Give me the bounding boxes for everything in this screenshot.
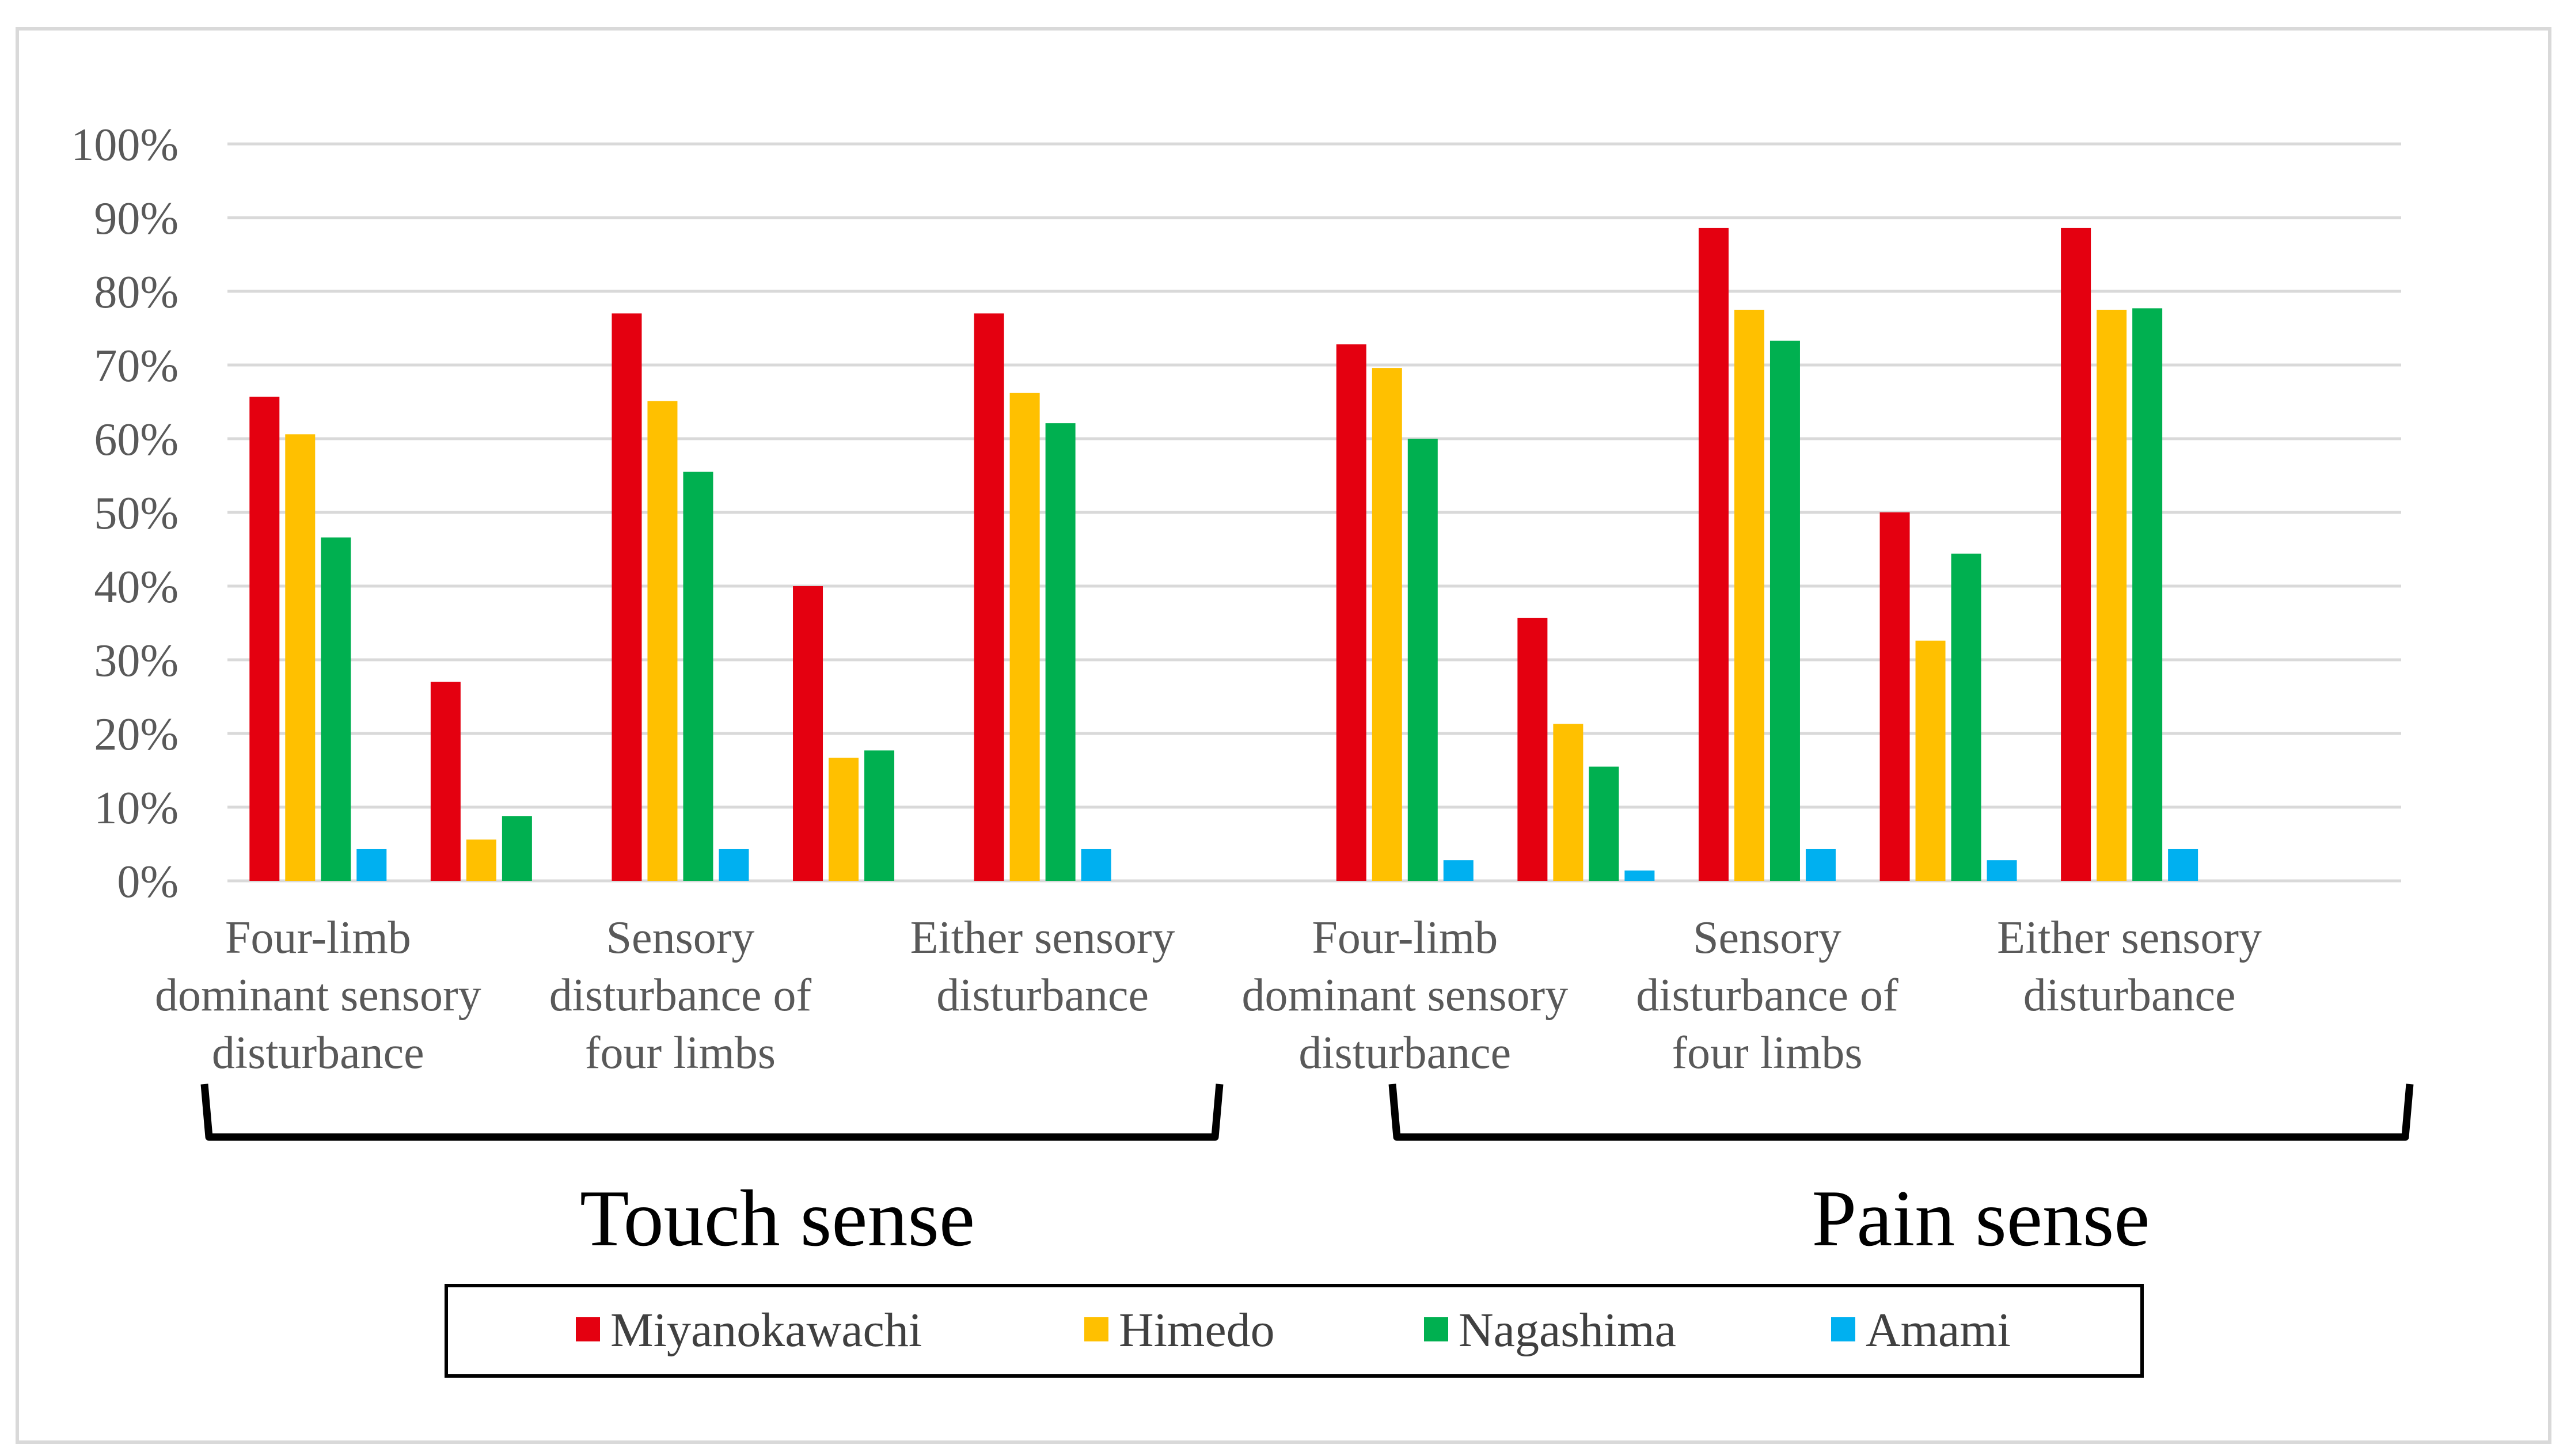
- bar-miyanokawachi: [793, 586, 823, 881]
- category-label: disturbance of: [549, 970, 812, 1021]
- group-label: Pain sense: [1812, 1174, 2150, 1263]
- category-label: Either sensory: [1997, 913, 2262, 963]
- legend-swatch: [1424, 1317, 1448, 1341]
- category-label: Either sensory: [910, 913, 1175, 963]
- category-label: disturbance: [936, 970, 1149, 1021]
- bar-miyanokawachi: [612, 313, 642, 881]
- group-label: Touch sense: [580, 1174, 975, 1263]
- bar-amami: [1443, 860, 1474, 881]
- category-label: dominant sensory: [1241, 970, 1568, 1021]
- y-tick-label: 20%: [94, 709, 179, 760]
- category-label: disturbance: [212, 1028, 424, 1078]
- y-tick-label: 70%: [94, 341, 179, 391]
- legend-box: [445, 1284, 2144, 1378]
- bar-nagashima: [1407, 439, 1438, 881]
- y-tick-label: 60%: [94, 415, 179, 465]
- bar-miyanokawachi: [1879, 512, 1910, 881]
- y-tick-label: 30%: [94, 636, 179, 686]
- bar-himedo: [1915, 640, 1946, 881]
- y-tick-label: 10%: [94, 783, 179, 834]
- bar-nagashima: [502, 816, 532, 881]
- bar-nagashima: [864, 750, 895, 881]
- category-label: Four-limb: [225, 913, 411, 963]
- gridlines: [227, 142, 2401, 883]
- y-tick-label: 100%: [71, 120, 179, 170]
- bar-nagashima: [2132, 308, 2163, 881]
- legend-swatch: [1831, 1317, 1855, 1341]
- category-label: dominant sensory: [155, 970, 481, 1021]
- bar-miyanokawachi: [974, 313, 1004, 881]
- bar-himedo: [829, 758, 859, 881]
- bar-amami: [1987, 860, 2017, 881]
- bar-miyanokawachi: [2061, 227, 2091, 881]
- category-label: disturbance of: [1636, 970, 1898, 1021]
- group-brackets: Touch sense Pain sense: [200, 1084, 2414, 1263]
- bar-nagashima: [1951, 553, 1981, 881]
- y-tick-label: 0%: [117, 857, 179, 907]
- category-label: disturbance: [2023, 970, 2236, 1021]
- legend: Miyanokawachi Himedo Nagashima Amami: [445, 1284, 2144, 1378]
- legend-label: Amami: [1866, 1303, 2011, 1357]
- category-label: Sensory: [1693, 913, 1841, 963]
- bars: [249, 227, 2198, 881]
- y-axis-ticks: 0% 10% 20% 30% 40% 50% 60% 70% 80% 90% 100%: [71, 120, 179, 907]
- legend-swatch: [576, 1317, 600, 1341]
- bar-miyanokawachi: [1698, 227, 1729, 881]
- bar-himedo: [1734, 310, 1764, 881]
- category-label: four limbs: [585, 1028, 776, 1078]
- group-bracket: [1388, 1084, 2414, 1141]
- legend-label: Miyanokawachi: [610, 1303, 922, 1357]
- bar-miyanokawachi: [430, 682, 461, 881]
- bar-miyanokawachi: [249, 397, 280, 881]
- bar-himedo: [1553, 724, 1584, 881]
- bar-nagashima: [321, 537, 351, 881]
- bar-himedo: [1009, 393, 1040, 881]
- chart-frame: [16, 27, 2551, 1444]
- category-label: Sensory: [606, 913, 755, 963]
- bar-himedo: [2097, 310, 2127, 881]
- legend-swatch: [1084, 1317, 1108, 1341]
- category-label: disturbance: [1298, 1028, 1511, 1078]
- bar-miyanokawachi: [1336, 344, 1366, 881]
- bar-amami: [2168, 849, 2198, 881]
- bar-amami: [719, 849, 749, 881]
- legend-label: Himedo: [1119, 1303, 1275, 1357]
- y-tick-label: 80%: [94, 267, 179, 318]
- bar-nagashima: [1589, 766, 1619, 881]
- bar-amami: [1805, 849, 1836, 881]
- y-tick-label: 40%: [94, 562, 179, 613]
- category-label: four limbs: [1672, 1028, 1862, 1078]
- bar-himedo: [1372, 368, 1402, 881]
- bar-amami: [356, 849, 387, 881]
- bar-amami: [1624, 870, 1655, 881]
- bar-miyanokawachi: [1517, 618, 1548, 881]
- bar-amami: [1081, 849, 1111, 881]
- y-tick-label: 50%: [94, 488, 179, 539]
- category-labels: Four-limb dominant sensory disturbance Sens…: [155, 913, 2262, 1078]
- group-bracket: [200, 1084, 1224, 1141]
- bar-himedo: [466, 839, 496, 881]
- category-label: Four-limb: [1312, 913, 1498, 963]
- legend-label: Nagashima: [1459, 1303, 1676, 1357]
- y-tick-label: 90%: [94, 193, 179, 244]
- bar-nagashima: [1769, 340, 1800, 881]
- bar-nagashima: [683, 472, 713, 881]
- bar-himedo: [647, 401, 678, 881]
- bar-himedo: [285, 434, 316, 881]
- bar-nagashima: [1045, 423, 1076, 881]
